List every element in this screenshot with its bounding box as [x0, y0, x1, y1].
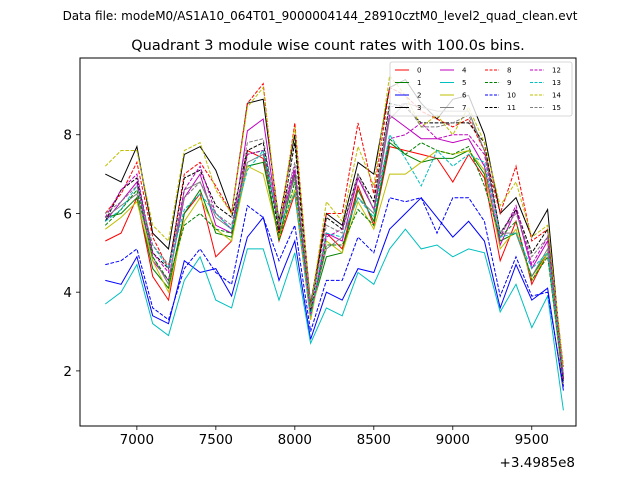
- x-tick-label-9000: 9000: [436, 432, 470, 448]
- legend-label-0: 0: [417, 67, 421, 75]
- legend-label-2: 2: [417, 92, 421, 100]
- axes-frame: [79, 57, 577, 427]
- series-line-14: [104, 74, 564, 368]
- legend-label-11: 11: [507, 104, 516, 112]
- chart-title: Quadrant 3 module wise count rates with …: [131, 38, 525, 54]
- plot-area: 7000 7500 8000 8500 9000 95002468012345678910…: [63, 57, 577, 448]
- legend-label-9: 9: [507, 79, 511, 87]
- legend-label-5: 5: [462, 79, 466, 87]
- series-line-8: [104, 82, 564, 368]
- y-tick-label-2: 2: [63, 364, 72, 380]
- x-tick-label-8000: 8000: [278, 432, 312, 448]
- legend-label-7: 7: [462, 104, 466, 112]
- legend-label-1: 1: [417, 79, 421, 87]
- legend-label-8: 8: [507, 67, 511, 75]
- series-line-4: [104, 114, 564, 375]
- x-tick-label-7000: 7000: [120, 432, 154, 448]
- y-tick-label-4: 4: [63, 285, 72, 301]
- series-line-2: [105, 196, 564, 391]
- x-tick-label-7500: 7500: [199, 432, 233, 448]
- y-tick-label-6: 6: [63, 206, 72, 222]
- legend-label-6: 6: [462, 92, 467, 100]
- y-tick-label-8: 8: [63, 128, 72, 144]
- series-line-3: [105, 78, 564, 379]
- x-tick-label-9500: 9500: [515, 432, 549, 448]
- legend-label-3: 3: [417, 104, 421, 112]
- legend-label-14: 14: [552, 92, 561, 100]
- x-offset-label: +3.4985e8: [500, 455, 575, 471]
- legend-label-12: 12: [552, 67, 561, 75]
- legend-label-4: 4: [462, 67, 467, 75]
- series-line-15: [105, 102, 564, 375]
- legend-label-10: 10: [507, 92, 516, 100]
- legend-label-13: 13: [552, 79, 561, 87]
- series-line-10: [105, 197, 564, 387]
- legend-label-15: 15: [552, 104, 561, 112]
- series-line-13: [105, 133, 564, 375]
- suptitle: Data file: modeM0/AS1A10_064T01_90000041…: [63, 9, 578, 23]
- series-line-12: [104, 122, 564, 379]
- series-line-5: [105, 228, 564, 411]
- series-line-11: [104, 102, 564, 383]
- series-line-9: [104, 137, 564, 379]
- legend-box: [389, 61, 573, 117]
- x-tick-label-8500: 8500: [357, 432, 391, 448]
